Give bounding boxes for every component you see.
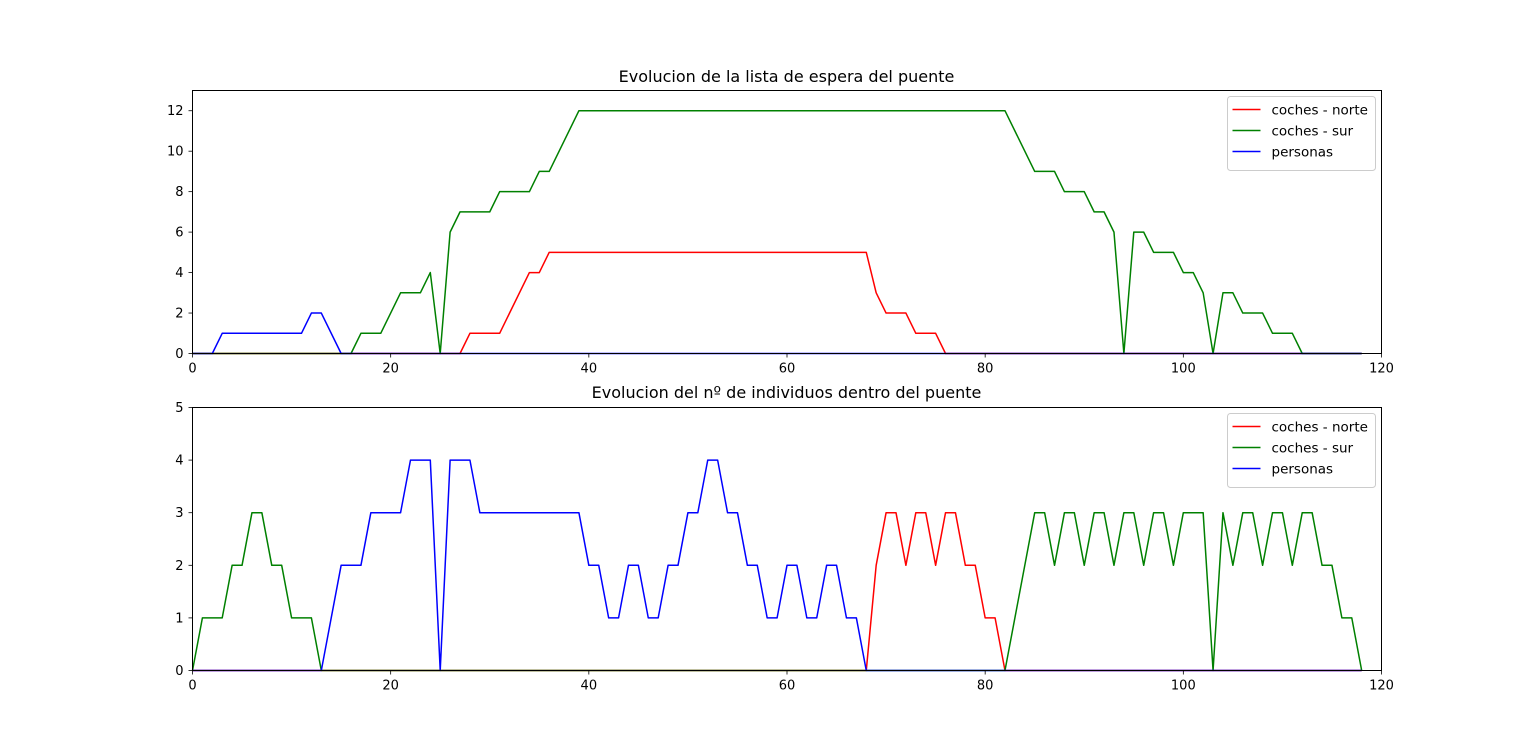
y-tick-label: 2 [175,559,183,574]
y-axis: 0 2 4 6 8 10 12 [167,104,193,362]
legend-label: coches - norte [1272,420,1368,436]
x-tick-label: 0 [188,679,196,694]
y-tick-label: 3 [175,506,183,521]
x-tick-label: 100 [1171,362,1196,377]
plot-frame [192,407,1382,671]
y-tick-label: 2 [175,307,183,322]
y-tick-label: 0 [175,664,183,679]
x-tick-label: 0 [188,362,196,377]
chart-title: Evolucion del nº de individuos dentro de… [592,383,982,402]
y-tick-label: 0 [175,347,183,362]
series-line-coches-sur [191,511,1363,672]
x-tick-label: 80 [977,679,994,694]
series-line-coches-norte [192,511,1362,672]
waiting-list-chart: Evolucion de la lista de espera del puen… [167,67,1394,377]
x-tick-label: 120 [1369,362,1394,377]
chart-title: Evolucion de la lista de espera del puen… [619,67,955,86]
legend-label: personas [1272,145,1334,161]
series-line-personas [192,459,1362,672]
y-tick-label: 8 [175,185,183,200]
series-line-coches-norte [192,251,1362,355]
legend-box [1227,96,1376,171]
x-tick-label: 100 [1171,679,1196,694]
legend: coches - norte coches - sur personas [1227,413,1376,488]
plot-frame [192,90,1382,354]
plot-lines [191,459,1363,672]
x-tick-label: 60 [779,679,796,694]
y-tick-label: 4 [175,266,183,281]
y-tick-label: 12 [167,104,184,119]
y-axis: 0 1 2 3 4 5 [175,401,193,679]
plot-lines [192,109,1362,355]
x-tick-label: 120 [1369,679,1394,694]
x-axis: 0 20 40 60 80 100 120 [188,353,1394,377]
y-tick-label: 5 [175,401,183,416]
x-tick-label: 60 [779,362,796,377]
legend-label: coches - sur [1272,124,1354,140]
legend-label: coches - norte [1272,103,1368,119]
y-tick-label: 4 [175,454,183,469]
y-tick-label: 1 [175,611,183,626]
series-line-personas [192,312,1362,355]
y-tick-label: 10 [167,145,184,160]
x-tick-label: 40 [581,362,598,377]
x-tick-label: 20 [382,362,399,377]
x-tick-label: 40 [581,679,598,694]
legend-label: coches - sur [1272,441,1354,457]
x-axis: 0 20 40 60 80 100 120 [188,670,1394,694]
x-tick-label: 20 [382,679,399,694]
x-tick-label: 80 [977,362,994,377]
series-line-coches-sur [192,109,1362,355]
y-tick-label: 6 [175,226,183,241]
legend-label: personas [1272,462,1334,478]
legend-box [1227,413,1376,488]
occupancy-chart: Evolucion del nº de individuos dentro de… [175,383,1394,694]
legend: coches - norte coches - sur personas [1227,96,1376,171]
